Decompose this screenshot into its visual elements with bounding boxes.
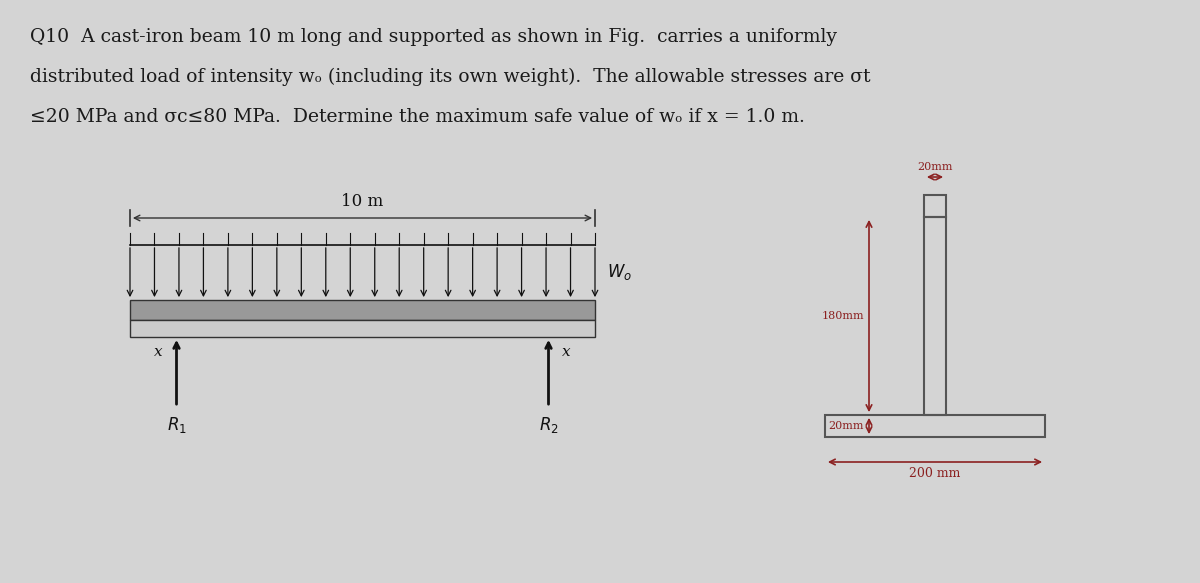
Text: 20mm: 20mm — [917, 162, 953, 172]
Text: 180mm: 180mm — [821, 311, 864, 321]
Text: $R_1$: $R_1$ — [167, 415, 186, 435]
Bar — [924, 217, 946, 415]
Text: 200 mm: 200 mm — [910, 467, 961, 480]
Text: $R_2$: $R_2$ — [539, 415, 558, 435]
Bar — [130, 300, 595, 320]
Bar — [924, 195, 946, 217]
Text: 10 m: 10 m — [341, 193, 384, 210]
Text: $W_o$: $W_o$ — [607, 262, 632, 283]
Text: ≤20 MPa and σc≤80 MPa.  Determine the maximum safe value of wₒ if x = 1.0 m.: ≤20 MPa and σc≤80 MPa. Determine the max… — [30, 108, 805, 126]
Bar — [826, 415, 1045, 437]
Text: x: x — [154, 345, 163, 359]
Text: Q10  A cast-iron beam 10 m long and supported as shown in Fig.  carries a unifor: Q10 A cast-iron beam 10 m long and suppo… — [30, 28, 838, 46]
Text: 20mm: 20mm — [828, 421, 864, 431]
Bar — [130, 320, 595, 337]
Text: distributed load of intensity wₒ (including its own weight).  The allowable stre: distributed load of intensity wₒ (includ… — [30, 68, 870, 86]
Text: x: x — [562, 345, 571, 359]
